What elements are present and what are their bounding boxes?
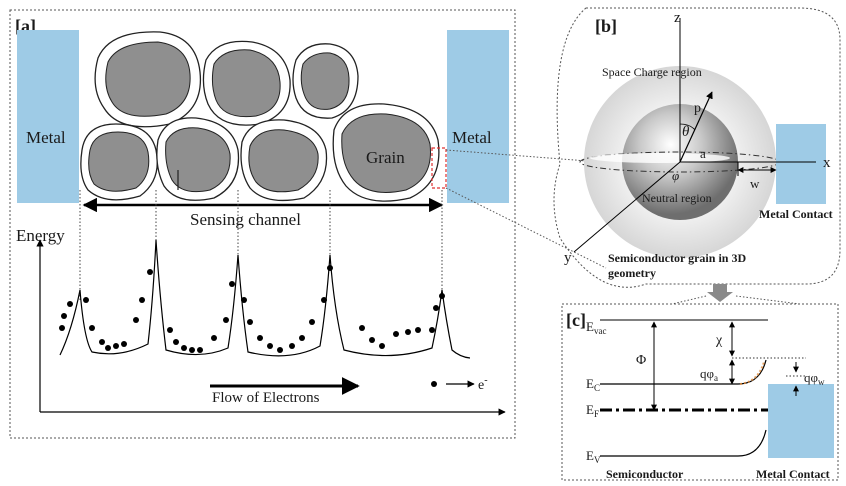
y-axis-label: y — [564, 250, 572, 266]
p-label: p — [694, 101, 701, 116]
metal-right-block — [447, 30, 509, 203]
metal-contact-block — [776, 124, 826, 204]
grain-3d-label-line2: geometry — [608, 266, 656, 280]
zoom-connectors-a-b — [445, 149, 607, 269]
grain-bottom-4: Grain — [332, 103, 440, 202]
grain-bottom-2 — [156, 117, 240, 201]
grain-label: Grain — [366, 148, 405, 167]
panel-c-tag: [c] — [566, 310, 586, 330]
energy-barrier-curve — [59, 239, 471, 359]
b-to-c-arrow — [707, 284, 733, 302]
grain-bottom-3 — [240, 119, 328, 202]
flow-label: Flow of Electrons — [212, 390, 320, 406]
electron-legend-dot — [431, 381, 437, 387]
electron-legend-label: e- — [478, 375, 488, 393]
panel-a-border — [9, 9, 516, 439]
energy-label: Energy — [16, 226, 65, 245]
grain-bottom-1 — [80, 123, 158, 201]
electron-dots — [59, 265, 445, 353]
panel-c-border — [561, 303, 839, 481]
metal-contact-block-c — [768, 384, 834, 458]
panel-c: [c] Evac Φ χ qφa qφw EC EF EV Semicond — [561, 303, 839, 481]
grain-top-1 — [94, 31, 202, 128]
ef-label: EF — [586, 402, 599, 419]
metal-left-block — [17, 30, 79, 203]
semiconductor-label: Semiconductor — [606, 467, 684, 481]
contact-zoom-box — [431, 147, 447, 189]
a-label: a — [700, 146, 706, 161]
metal-right-label: Metal — [452, 128, 492, 147]
neutral-region-label: Neutral region — [642, 191, 712, 205]
panel-b: [b] Metal Contact z x y p θ Space Charge… — [553, 7, 841, 288]
z-axis-label: z — [674, 10, 681, 26]
zoom-connectors-b-c — [671, 295, 801, 305]
panel-b-border — [553, 7, 841, 288]
w-label: w — [750, 176, 760, 191]
grain-top-3 — [292, 43, 359, 119]
conduction-band — [600, 359, 767, 385]
metal-contact-label-c: Metal Contact — [756, 467, 830, 481]
grain-top-2 — [202, 40, 291, 126]
panel-a: [a] Metal Metal — [9, 9, 516, 439]
qphi-a-label: qφa — [700, 366, 718, 383]
grain-3d-label-line1: Semiconductor grain in 3D — [608, 251, 746, 265]
theta-label: θ — [682, 124, 690, 140]
ec-label: EC — [586, 376, 600, 393]
metal-contact-label-b: Metal Contact — [759, 207, 833, 221]
metal-left-label: Metal — [26, 128, 66, 147]
panel-b-tag: [b] — [595, 16, 617, 36]
ev-label: EV — [586, 448, 601, 465]
qphi-w-label: qφw — [804, 370, 825, 387]
valence-band — [600, 429, 767, 457]
space-charge-label: Space Charge region — [602, 65, 702, 79]
phi-label: φ — [672, 168, 679, 183]
x-axis-label: x — [823, 155, 831, 171]
y-axis — [573, 161, 681, 253]
chi-label: χ — [715, 333, 723, 348]
grain-boundary-guides — [79, 190, 443, 300]
evac-label: Evac — [586, 319, 606, 336]
sensing-channel-label: Sensing channel — [190, 210, 301, 229]
Phi-label: Φ — [636, 353, 646, 368]
theta-arc — [679, 123, 696, 131]
radius-vector — [679, 91, 713, 163]
